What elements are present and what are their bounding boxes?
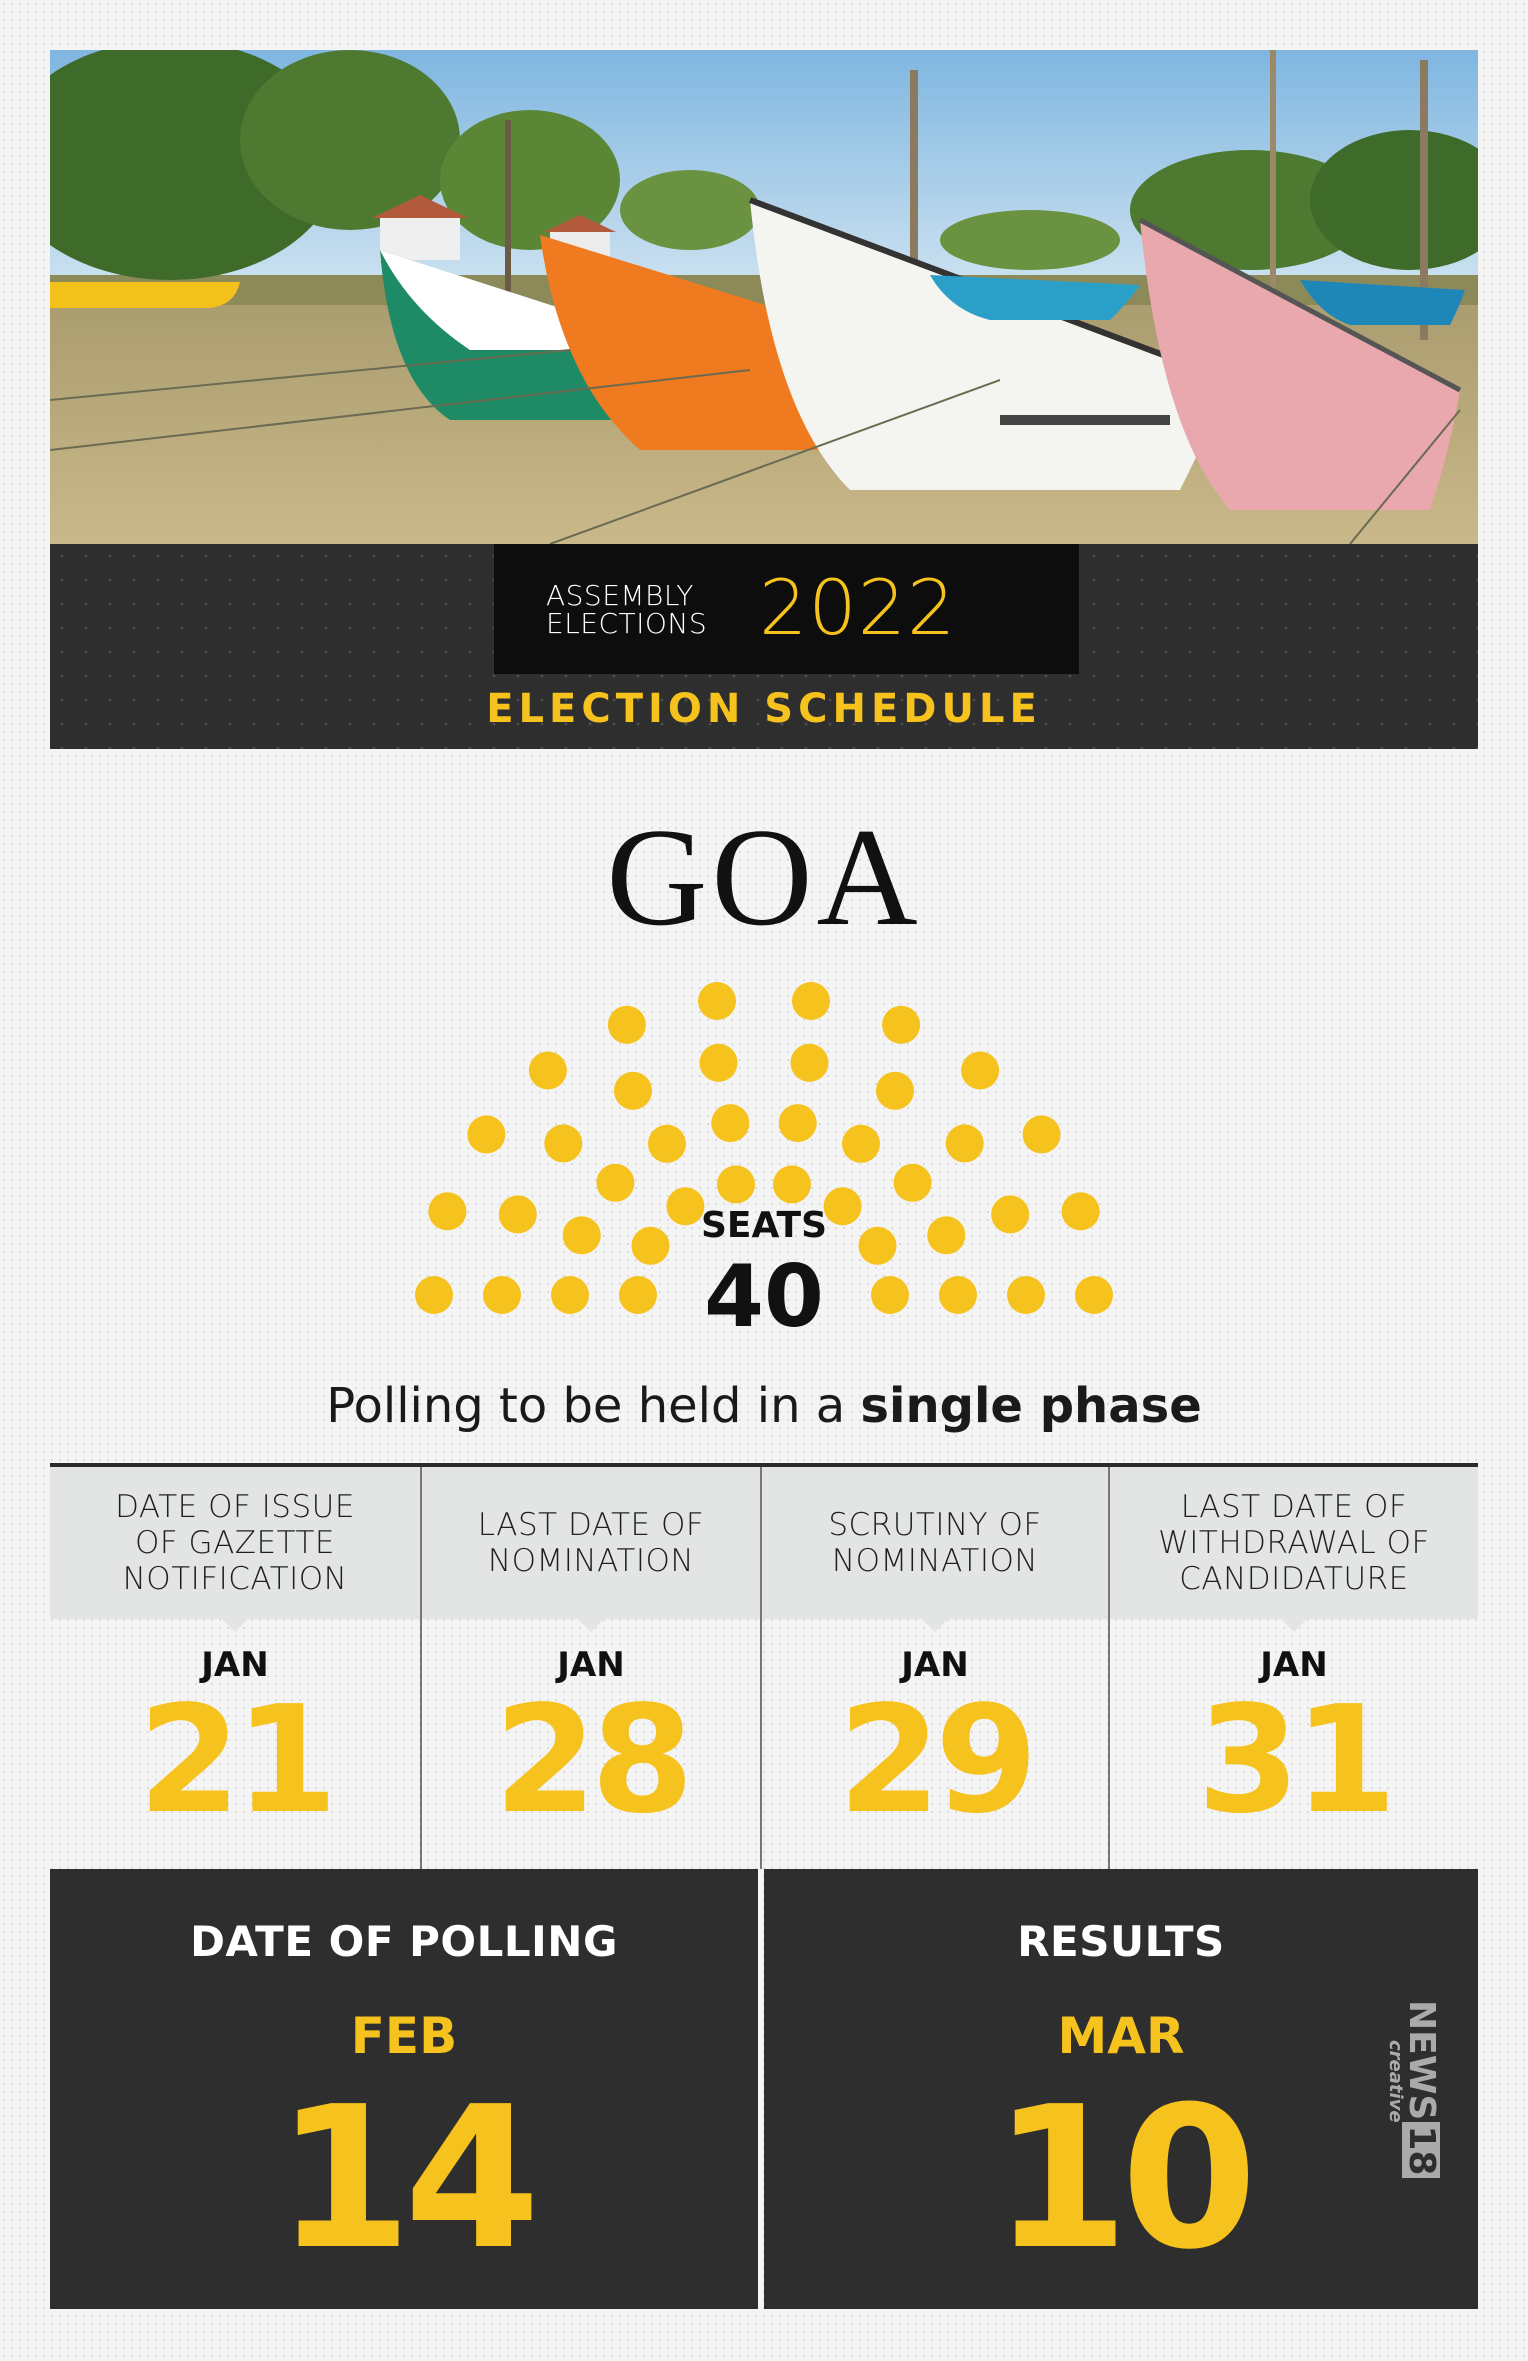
schedule-col-scrutiny: SCRUTINY OF NOMINATION JAN 29 [760,1467,1108,1869]
seat-dot [882,1005,921,1044]
title-box: ASSEMBLY ELECTIONS 2022 [494,544,1079,674]
schedule-col-nomination: LAST DATE OF NOMINATION JAN 28 [420,1467,760,1869]
schedule-col-day: 31 [1197,1674,1397,1846]
results-month: MAR [1057,2007,1185,2065]
schedule-col-gazette: DATE OF ISSUE OF GAZETTE NOTIFICATION JA… [50,1467,420,1869]
seat-dot [648,1124,686,1163]
seat-dot [415,1276,453,1314]
schedule-col-month: JAN [901,1645,969,1685]
seat-dot [562,1216,601,1255]
election-schedule-heading: ELECTION SCHEDULE [486,686,1042,732]
results-label: RESULTS [1017,1917,1225,1966]
seat-dot [528,1051,567,1090]
seat-dot [596,1163,635,1202]
header-band: ASSEMBLY ELECTIONS 2022 ELECTION SCHEDUL… [50,544,1478,749]
schedule-col-label: LAST DATE OF NOMINATION [477,1507,705,1579]
polling-day: 14 [275,2065,541,2293]
results-panel: RESULTS MAR 10 [764,1869,1478,2309]
seat-dot [893,1163,932,1202]
seat-dot [876,1071,914,1110]
brand-tag: creative [1385,2040,1406,2123]
seat-dot [483,1276,521,1314]
phase-emphasis: single phase [860,1378,1202,1434]
seat-dot [428,1192,467,1231]
schedule-col-day: 28 [494,1674,694,1846]
seat-dot [790,1043,829,1082]
seat-chart [404,950,1124,1350]
seat-dot [961,1051,1000,1090]
seat-dot [773,1165,811,1204]
seat-dot [607,1005,646,1044]
schedule-col-day: 29 [838,1674,1038,1846]
polling-month: FEB [350,2007,458,2065]
seat-dot [619,1276,657,1314]
state-name: GOA [606,800,922,955]
seat-dot [717,1165,755,1204]
schedule-col-header: DATE OF ISSUE OF GAZETTE NOTIFICATION [50,1467,420,1619]
schedule-col-month: JAN [557,1645,625,1685]
header-notch [1281,1619,1307,1632]
results-day: 10 [992,2065,1258,2293]
schedule-col-month: JAN [201,1645,269,1685]
schedule-col-label: LAST DATE OF WITHDRAWAL OF CANDIDATURE [1158,1489,1430,1597]
seat-dot [871,1276,909,1314]
seat-dot [927,1216,966,1255]
seats-label: SEATS [700,1205,828,1246]
seat-dot [1061,1192,1100,1231]
polling-panel: DATE OF POLLING FEB 14 [50,1869,758,2309]
schedule-col-month: JAN [1260,1645,1328,1685]
schedule-col-day: 21 [138,1674,338,1846]
seat-dot [498,1195,537,1234]
seat-dot [842,1124,880,1163]
schedule-col-label: DATE OF ISSUE OF GAZETTE NOTIFICATION [115,1489,355,1597]
seat-dot [614,1071,652,1110]
news18-logo: NEWS18 creative [1380,2000,1442,2180]
header-notch [922,1619,948,1632]
schedule-col-header: LAST DATE OF NOMINATION [422,1467,760,1619]
seat-dot [945,1124,984,1163]
schedule-col-withdrawal: LAST DATE OF WITHDRAWAL OF CANDIDATURE J… [1108,1467,1478,1869]
seat-dot [1075,1276,1113,1314]
seat-dot [1022,1115,1061,1154]
polling-label: DATE OF POLLING [190,1917,618,1966]
seat-dot [778,1104,817,1143]
divider-rule [50,1463,1478,1467]
phase-prefix: Polling to be held in a [326,1378,861,1434]
header-notch [222,1619,248,1632]
seat-dot [551,1276,589,1314]
seat-dot [858,1226,897,1265]
seat-dot [991,1195,1030,1234]
seat-dot [939,1276,977,1314]
header-notch [578,1619,604,1632]
schedule-columns: DATE OF ISSUE OF GAZETTE NOTIFICATION JA… [50,1467,1478,1869]
seat-dot [1007,1276,1045,1314]
schedule-col-header: SCRUTINY OF NOMINATION [762,1467,1108,1619]
seats-count: 40 [704,1247,824,1347]
schedule-col-label: SCRUTINY OF NOMINATION [828,1507,1042,1579]
seat-dot [631,1226,670,1265]
seat-dot [711,1104,750,1143]
title-label: ASSEMBLY ELECTIONS [546,582,707,638]
schedule-col-header: LAST DATE OF WITHDRAWAL OF CANDIDATURE [1110,1467,1478,1619]
title-line-elections: ELECTIONS [546,607,708,640]
seat-dot [792,982,830,1020]
seat-dot [666,1187,705,1226]
seat-dot [544,1124,583,1163]
title-year: 2022 [759,563,957,652]
brand-number: 18 [1401,2122,1442,2179]
hero-image [50,50,1478,544]
seat-dot [699,1043,738,1082]
seat-dot [823,1187,862,1226]
seat-dot [698,982,736,1020]
seat-dot [467,1115,506,1154]
brand-name: NEWS [1401,2000,1442,2121]
title-line-assembly: ASSEMBLY [546,579,694,612]
phase-text: Polling to be held in a single phase [0,1378,1528,1434]
